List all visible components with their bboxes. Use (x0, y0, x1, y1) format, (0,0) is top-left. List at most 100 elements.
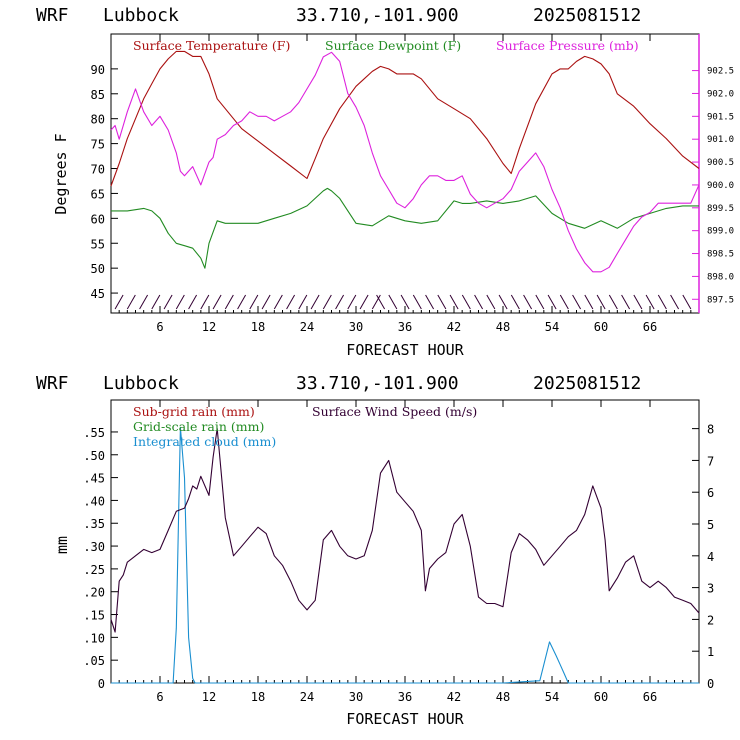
bottom-header: WRF Lubbock 33.710,-101.900 2025081512 (36, 373, 641, 394)
wind-barb (633, 294, 643, 310)
wind-barb (412, 294, 422, 310)
wind-barb (200, 294, 210, 310)
top-y2tick-label: 899.0 (707, 227, 734, 237)
bottom-xlabel: FORECAST HOUR (346, 710, 464, 728)
wind-barb (682, 294, 692, 310)
temperature-chart: 6 12 18 24 30 36 42 48 54 60 66 45 50 55 60 65 70 75 80 85… (52, 33, 734, 359)
bottom-xtick-label: 6 (156, 690, 163, 704)
wind-barb (298, 294, 308, 310)
top-ylabel: Degrees F (52, 133, 70, 214)
top-xtick-label: 54 (545, 320, 559, 334)
series-surface-wind-speed-m-s (110, 428, 700, 633)
bottom-xtick-label: 18 (251, 690, 265, 704)
bottom-xtick-label: 60 (594, 690, 608, 704)
bottom-ytick-label: .30 (83, 540, 105, 554)
wind-barb (376, 294, 386, 310)
wind-barb (572, 294, 582, 310)
top-xtick-label: 12 (202, 320, 216, 334)
wind-barb (273, 294, 283, 310)
series-surface-pressure-mb (110, 51, 700, 273)
legend-grid-rain: Grid-scale rain (mm) (133, 419, 264, 434)
bottom-ytick-label: .15 (83, 609, 105, 623)
wind-barb (310, 294, 320, 310)
bottom-y2tick-label: 5 (707, 518, 714, 532)
top-xtick-label: 48 (496, 320, 510, 334)
bottom-coords-label: 33.710,-101.900 (296, 373, 459, 394)
top-ytick-label: 85 (91, 88, 105, 102)
top-xtick-label: 6 (156, 320, 163, 334)
legend-dewpoint: Surface Dewpoint (F) (325, 38, 461, 53)
top-ytick-label: 75 (91, 138, 105, 152)
top-ytick-label: 50 (91, 262, 105, 276)
bottom-xtick-label: 48 (496, 690, 510, 704)
wind-barb (498, 294, 508, 310)
bottom-ytick-label: .05 (83, 654, 105, 668)
bottom-y2tick-label: 4 (707, 550, 714, 564)
wind-barb (474, 294, 484, 310)
wind-barb (608, 294, 618, 310)
wind-barb (400, 294, 410, 310)
wind-barb (224, 294, 234, 310)
wind-barb (584, 294, 594, 310)
legend-temperature: Surface Temperature (F) (133, 38, 290, 53)
top-ytick-label: 65 (91, 187, 105, 201)
bottom-ytick-label: 0 (98, 677, 105, 691)
bottom-y2tick-label: 1 (707, 645, 714, 659)
bottom-y2tick-label: 3 (707, 582, 714, 596)
top-y2-ticks: 897.5 898.0 898.5 899.0 899.5 900.0 900.5 901.0… (692, 67, 734, 305)
wind-barb (114, 294, 124, 310)
wind-barb (151, 294, 161, 310)
bottom-ylabel: mm (53, 536, 71, 554)
wind-barb (212, 294, 222, 310)
bottom-ytick-label: .45 (83, 472, 105, 486)
top-y2tick-label: 901.5 (707, 112, 734, 122)
bottom-y2tick-label: 6 (707, 486, 714, 500)
top-xtick-label: 30 (349, 320, 363, 334)
top-ytick-label: 70 (91, 163, 105, 177)
top-y2tick-label: 902.0 (707, 89, 734, 99)
wind-barb (657, 294, 667, 310)
top-model-label: WRF (36, 5, 69, 26)
bottom-xtick-label: 54 (545, 690, 559, 704)
wind-barb (237, 294, 247, 310)
top-xtick-label: 42 (447, 320, 461, 334)
wind-barb (188, 294, 198, 310)
top-y2tick-label: 899.5 (707, 204, 734, 214)
bottom-y2tick-label: 8 (707, 423, 714, 437)
wind-barb (139, 294, 149, 310)
bottom-site-label: Lubbock (103, 373, 179, 394)
series-surface-dewpoint-f (111, 187, 699, 269)
wind-barb (286, 294, 296, 310)
wind-barb (535, 294, 545, 310)
wind-barb (175, 294, 185, 310)
wind-barb (388, 294, 398, 310)
top-xtick-label: 60 (594, 320, 608, 334)
top-coords-label: 33.710,-101.900 (296, 5, 459, 26)
bottom-series-group (110, 426, 700, 684)
wind-barb (335, 294, 345, 310)
wind-barb (126, 294, 136, 310)
bottom-xtick-label: 24 (300, 690, 314, 704)
wind-barb (425, 294, 435, 310)
top-y2tick-label: 902.5 (707, 67, 734, 77)
wind-barb (371, 294, 381, 310)
precip-chart: 6 12 18 24 30 36 42 48 54 60 66 0.05.10.15.20.25.3… (53, 399, 714, 728)
top-series-group (110, 50, 700, 273)
bottom-ytick-label: .10 (83, 631, 105, 645)
wind-barb (621, 294, 631, 310)
wind-barbs (114, 294, 692, 310)
bottom-xtick-label: 66 (643, 690, 657, 704)
legend-wind-speed: Surface Wind Speed (m/s) (312, 404, 477, 419)
bottom-y-ticks: 0 .05 .10 .15 .20 .25 .30 .35 .40 .45 .50 .55 (83, 426, 118, 691)
top-legend: Surface Temperature (F) Surface Dewpoint… (133, 38, 639, 53)
top-xtick-label: 66 (643, 320, 657, 334)
bottom-y2-ticks: 0 1 2 3 4 5 6 7 8 (692, 423, 714, 691)
bottom-run-label: 2025081512 (533, 373, 641, 394)
wind-barb (645, 294, 655, 310)
top-x-ticks: 6 12 18 24 30 36 42 48 54 60 66 (118, 34, 692, 334)
bottom-x-ticks: 6 12 18 24 30 36 42 48 54 60 66 (118, 400, 692, 704)
top-y2tick-label: 898.5 (707, 250, 734, 260)
top-run-label: 2025081512 (533, 5, 641, 26)
wind-barb (437, 294, 447, 310)
